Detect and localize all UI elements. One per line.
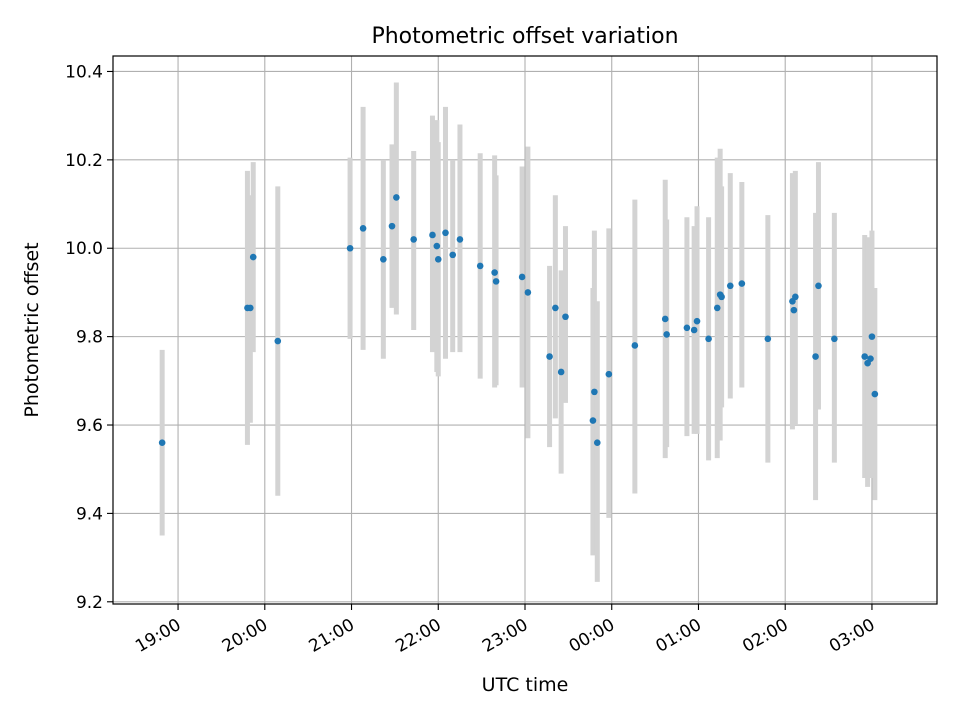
x-axis-label: UTC time bbox=[482, 674, 569, 696]
data-point bbox=[388, 222, 396, 230]
data-point bbox=[491, 269, 498, 276]
y-axis-ticks: 9.2 9.4 9.6 9.8 10.0 10.2 10.4 bbox=[65, 62, 113, 613]
data-point bbox=[593, 439, 601, 446]
data-point bbox=[690, 326, 698, 334]
data-point bbox=[693, 317, 701, 325]
data-point bbox=[546, 353, 553, 360]
data-point bbox=[247, 304, 254, 312]
data-point bbox=[410, 236, 417, 243]
data-point bbox=[393, 194, 400, 201]
data-point bbox=[738, 280, 746, 287]
y-tick-label: 9.8 bbox=[76, 328, 103, 348]
data-point bbox=[705, 335, 712, 343]
data-point bbox=[605, 370, 613, 378]
data-point bbox=[359, 225, 367, 232]
data-point bbox=[518, 273, 526, 281]
y-tick-label: 9.2 bbox=[76, 593, 103, 613]
y-axis-label: Photometric offset bbox=[21, 242, 43, 417]
data-point bbox=[815, 282, 822, 290]
y-tick-label: 10.2 bbox=[65, 151, 103, 171]
data-point bbox=[249, 253, 257, 261]
grid-lines bbox=[113, 56, 937, 604]
data-point bbox=[861, 353, 869, 360]
data-point bbox=[631, 342, 639, 349]
data-point bbox=[456, 236, 464, 243]
data-point bbox=[433, 242, 441, 250]
data-point bbox=[492, 278, 500, 285]
data-point bbox=[812, 353, 819, 360]
data-point bbox=[726, 282, 734, 290]
data-point bbox=[429, 231, 436, 239]
y-tick-label: 9.4 bbox=[76, 504, 103, 524]
data-point bbox=[661, 315, 669, 323]
data-point bbox=[274, 337, 282, 345]
data-point bbox=[158, 439, 166, 446]
data-point bbox=[524, 289, 532, 296]
data-point bbox=[380, 255, 387, 263]
data-point bbox=[476, 262, 484, 270]
data-point bbox=[449, 251, 457, 259]
data-point bbox=[346, 244, 354, 252]
data-point bbox=[589, 417, 597, 424]
data-point bbox=[434, 255, 442, 263]
data-point bbox=[663, 331, 670, 338]
data-point bbox=[831, 335, 838, 343]
data-point bbox=[442, 229, 449, 237]
data-points bbox=[158, 194, 879, 446]
data-point bbox=[792, 293, 799, 301]
data-point bbox=[591, 388, 598, 396]
data-point bbox=[557, 368, 565, 376]
data-point bbox=[713, 304, 721, 312]
data-point bbox=[764, 335, 772, 343]
data-point bbox=[683, 324, 691, 332]
data-point bbox=[790, 306, 798, 314]
y-tick-label: 9.6 bbox=[76, 416, 103, 436]
data-point bbox=[867, 355, 874, 363]
data-point bbox=[871, 390, 879, 398]
data-point bbox=[562, 313, 569, 321]
y-tick-label: 10.0 bbox=[65, 239, 103, 259]
data-point bbox=[868, 333, 876, 340]
chart-title: Photometric offset variation bbox=[371, 24, 678, 49]
data-point bbox=[718, 293, 725, 301]
y-tick-label: 10.4 bbox=[65, 62, 103, 82]
data-point bbox=[552, 304, 559, 312]
